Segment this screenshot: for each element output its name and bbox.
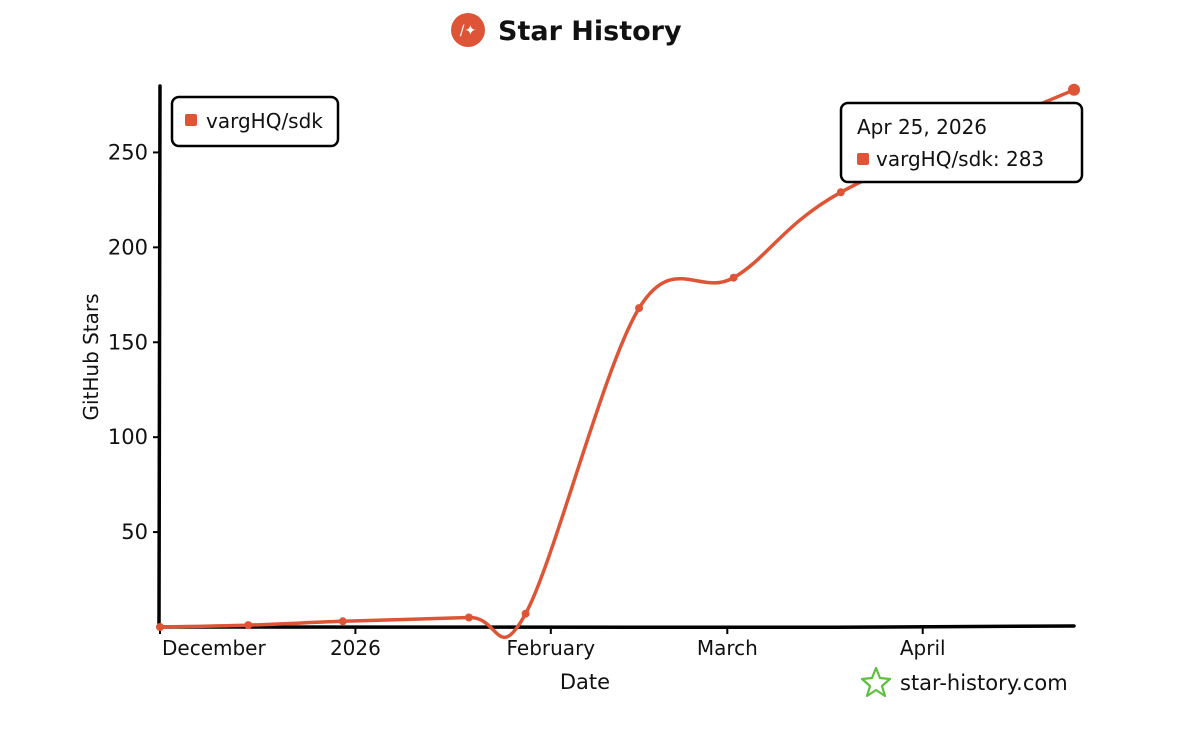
y-tick-label: 200 xyxy=(108,235,148,259)
y-tick-label: 100 xyxy=(108,425,148,449)
y-tick-label: 250 xyxy=(108,140,148,164)
legend-box xyxy=(170,95,340,148)
watermark: star-history.com xyxy=(860,666,1068,698)
series-point xyxy=(464,613,473,622)
tooltip-swatch xyxy=(857,153,869,165)
legend-swatch xyxy=(185,114,197,126)
series-layer xyxy=(156,83,1080,640)
tooltip-box xyxy=(839,101,1084,184)
series-point xyxy=(635,304,644,313)
logo-icon-glyph: /✦ xyxy=(460,23,477,39)
tooltip: Apr 25, 2026 vargHQ/sdk: 283 xyxy=(839,101,1084,184)
tooltip-date: Apr 25, 2026 xyxy=(857,115,987,139)
series-point xyxy=(521,609,530,618)
chart-title: Star History xyxy=(498,16,682,47)
axes xyxy=(156,84,1076,630)
series-point xyxy=(836,188,845,197)
y-tick-label: 50 xyxy=(121,520,148,544)
x-axis-label: Date xyxy=(560,670,610,694)
y-axis-ticks: 50 100 150 200 250 xyxy=(108,140,160,544)
legend: vargHQ/sdk xyxy=(170,95,340,148)
tooltip-series-name: vargHQ/sdk xyxy=(876,147,993,171)
x-tick-label: February xyxy=(507,636,596,660)
x-tick-label: 2026 xyxy=(330,636,381,660)
x-tick-label: April xyxy=(900,636,946,660)
chart-header: /✦ Star History xyxy=(451,13,682,47)
series-point xyxy=(1068,83,1080,96)
star-history-logo-icon xyxy=(451,13,485,47)
x-axis-ticks: December 2026 February March April xyxy=(159,627,946,660)
x-axis-line xyxy=(156,624,1076,630)
tooltip-separator: : xyxy=(993,147,1006,171)
star-outline-icon xyxy=(860,666,892,698)
y-tick-label: 150 xyxy=(108,330,148,354)
tooltip-value: 283 xyxy=(1006,147,1044,171)
series-point xyxy=(338,617,347,626)
y-axis-label: GitHub Stars xyxy=(79,293,103,420)
series-point xyxy=(244,621,253,630)
legend-entry-label: vargHQ/sdk xyxy=(206,109,323,133)
tooltip-series-line: vargHQ/sdk: 283 xyxy=(876,147,1044,171)
series-point xyxy=(156,623,164,631)
series-line-0 xyxy=(158,88,1076,640)
x-tick-label: March xyxy=(697,636,758,660)
y-axis-line xyxy=(157,84,162,630)
series-point xyxy=(729,273,738,282)
x-tick-label: December xyxy=(162,636,266,660)
watermark-text: star-history.com xyxy=(900,671,1068,695)
